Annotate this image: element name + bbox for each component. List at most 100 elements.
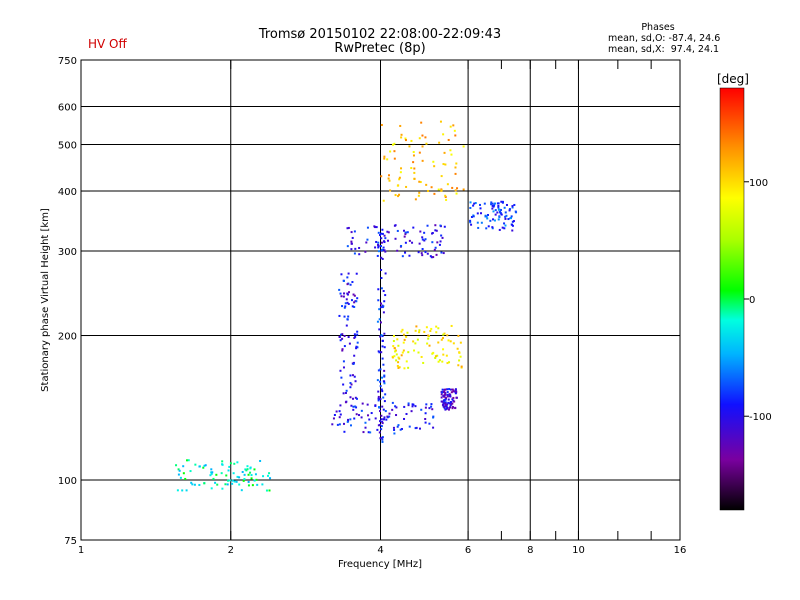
data-point — [447, 408, 450, 411]
data-point — [511, 205, 514, 208]
data-point — [443, 332, 446, 335]
data-point — [408, 425, 411, 428]
data-point — [358, 253, 361, 256]
data-point — [381, 232, 384, 235]
data-point — [490, 203, 493, 206]
data-point — [411, 403, 414, 406]
data-point — [380, 351, 383, 354]
data-point — [380, 175, 383, 178]
data-point — [458, 351, 461, 354]
data-point — [491, 207, 494, 210]
data-point — [446, 391, 449, 394]
y-tick-label: 500 — [58, 141, 77, 152]
data-point — [442, 403, 445, 406]
data-point — [410, 410, 413, 413]
data-point — [356, 341, 359, 344]
data-point — [377, 424, 380, 427]
data-point — [377, 369, 380, 372]
data-point — [379, 321, 382, 324]
data-point — [404, 241, 407, 244]
data-point — [406, 231, 409, 234]
data-point — [393, 150, 396, 153]
x-tick-label: 8 — [527, 545, 533, 556]
data-point — [401, 255, 404, 258]
data-point — [346, 293, 349, 296]
data-point — [392, 339, 395, 342]
data-point — [255, 478, 258, 481]
data-point — [400, 244, 403, 247]
data-point — [383, 332, 386, 335]
data-point — [381, 436, 384, 439]
hv-status-label: HV Off — [88, 37, 127, 51]
data-point — [500, 200, 503, 203]
data-point — [399, 124, 402, 127]
data-point — [400, 133, 403, 136]
y-tick-label: 750 — [58, 56, 77, 67]
data-point — [383, 234, 386, 237]
data-point — [354, 247, 357, 250]
data-point — [452, 389, 455, 392]
data-point — [351, 305, 354, 308]
data-point — [259, 459, 262, 462]
data-point — [184, 477, 187, 480]
data-point — [462, 188, 465, 191]
data-point — [383, 346, 386, 349]
chart-subtitle: RwPretec (8p) — [334, 41, 426, 56]
data-point — [454, 189, 457, 192]
data-point — [253, 468, 256, 471]
data-point — [450, 403, 453, 406]
data-point — [342, 295, 345, 298]
data-point — [395, 406, 398, 409]
data-point — [345, 389, 348, 392]
data-point — [387, 231, 390, 234]
data-point — [491, 227, 494, 230]
data-point — [442, 163, 445, 166]
data-point — [250, 477, 253, 480]
data-point — [388, 179, 391, 182]
data-point — [403, 367, 406, 370]
data-point — [484, 214, 487, 217]
data-point — [366, 238, 369, 241]
data-point — [378, 351, 381, 354]
data-point — [340, 376, 343, 379]
data-point — [380, 268, 383, 271]
data-point — [369, 431, 372, 434]
data-point — [412, 340, 415, 343]
data-point — [389, 189, 392, 192]
data-point — [378, 328, 381, 331]
data-point — [339, 413, 342, 416]
data-point — [424, 251, 427, 254]
data-point — [507, 218, 510, 221]
data-point — [351, 397, 354, 400]
data-point — [346, 283, 349, 286]
data-point — [346, 301, 349, 304]
data-point — [418, 329, 421, 332]
data-point — [236, 475, 239, 478]
data-point — [439, 224, 442, 227]
data-point — [247, 473, 250, 476]
data-point — [185, 489, 188, 492]
data-point — [364, 426, 367, 429]
data-point — [353, 252, 356, 255]
data-point — [427, 334, 430, 337]
data-point — [451, 406, 454, 409]
data-point — [504, 211, 507, 214]
data-point — [344, 302, 347, 305]
data-point — [429, 255, 432, 258]
data-point — [355, 347, 358, 350]
data-point — [446, 362, 449, 365]
data-point — [380, 277, 383, 280]
data-point — [470, 215, 473, 218]
data-point — [454, 166, 457, 169]
data-point — [381, 376, 384, 379]
data-point — [379, 335, 382, 338]
data-point — [341, 337, 344, 340]
data-point — [458, 359, 461, 362]
data-point — [333, 413, 336, 416]
data-point — [454, 407, 457, 410]
data-point — [424, 238, 427, 241]
data-point — [342, 360, 345, 363]
data-point — [433, 165, 436, 168]
data-point — [449, 388, 452, 391]
data-point — [353, 336, 356, 339]
